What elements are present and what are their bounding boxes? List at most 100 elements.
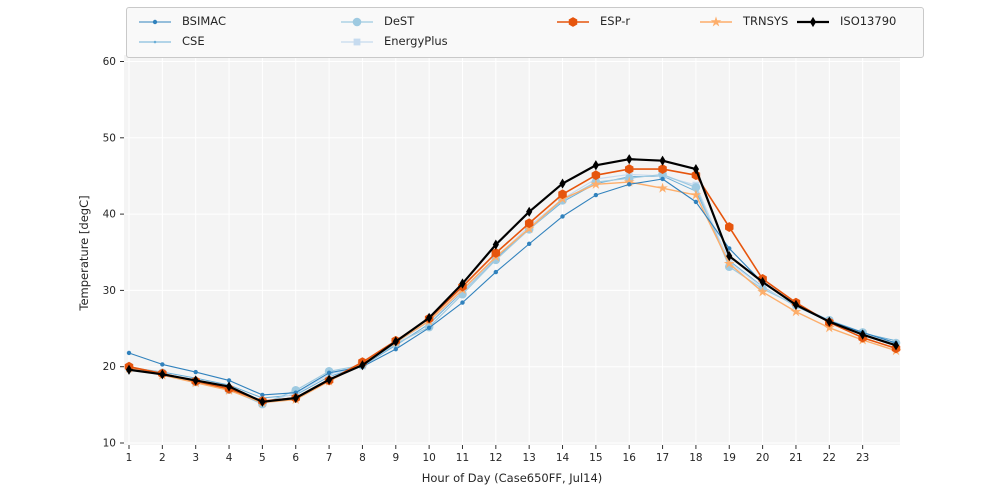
x-tick-label: 8 [359, 452, 366, 464]
legend-label: ISO13790 [840, 14, 897, 29]
series-marker-ISO13790 [292, 392, 299, 404]
series-marker-BSIMAC [526, 241, 532, 247]
legend-item-esp-r: ESP-r [555, 15, 698, 29]
legend-label: BSIMAC [182, 14, 226, 29]
y-tick-label: 60 [103, 56, 116, 68]
series-marker-ISO13790 [559, 178, 566, 189]
series-marker-BSIMAC [226, 378, 232, 383]
series-marker-TRNSYS [790, 306, 802, 317]
dest-line-marker-icon [341, 17, 373, 27]
x-tick-label: 9 [392, 452, 399, 464]
series-ISO13790 [125, 154, 900, 407]
series-marker-TRNSYS [657, 182, 668, 193]
series-marker-BSIMAC [393, 346, 398, 352]
series-line-ISO13790 [128, 158, 897, 403]
series-marker-BSIMAC [727, 246, 732, 251]
legend-marker-glyph [152, 19, 158, 25]
series-marker-BSIMAC [493, 269, 499, 275]
series-marker-BSIMAC [627, 182, 632, 187]
x-tick-label: 5 [259, 452, 266, 464]
series-marker-ISO13790 [492, 239, 499, 250]
series-marker-ISO13790 [759, 276, 766, 288]
series-marker-ISO13790 [726, 250, 733, 262]
series-marker-ISO13790 [692, 163, 700, 175]
series-marker-ISO13790 [659, 155, 666, 166]
series-marker-TRNSYS [623, 176, 635, 187]
y-tick-label: 30 [103, 285, 116, 297]
series-line-DeST [128, 173, 897, 405]
x-tick-label: 1 [126, 452, 133, 464]
series-marker-ISO13790 [426, 312, 433, 323]
x-tick-label: 6 [292, 452, 299, 464]
series-marker-ISO13790 [792, 299, 800, 310]
series-marker-BSIMAC [460, 300, 465, 305]
x-tick-label: 2 [159, 452, 166, 464]
x-tick-label: 20 [756, 452, 769, 464]
x-tick-label: 3 [192, 452, 199, 464]
series-marker-ISO13790 [192, 375, 199, 386]
x-tick-label: 15 [589, 452, 602, 464]
series-marker-ISO13790 [826, 316, 833, 327]
series-marker-ISO13790 [392, 336, 399, 347]
chart-legend: BSIMAC CSE DeST EnergyPlus ESP-r TRNSYS … [126, 7, 924, 58]
series-line-TRNSYS [128, 181, 897, 404]
x-tick-label: 11 [456, 452, 469, 464]
series-marker-BSIMAC [693, 199, 699, 205]
legend-marker-glyph [710, 16, 722, 27]
x-tick-label: 7 [326, 452, 333, 464]
x-tick-label: 23 [856, 452, 869, 464]
legend-item-bsimac: BSIMAC [137, 15, 339, 29]
x-tick-label: 13 [522, 452, 535, 464]
legend-marker-glyph [568, 17, 578, 27]
series-marker-ISO13790 [859, 329, 866, 340]
series-marker-ESP-r [491, 248, 501, 258]
legend-marker-glyph [353, 38, 361, 46]
series-marker-ESP-r [524, 218, 534, 229]
series-marker-ISO13790 [459, 278, 466, 289]
series-marker-BSIMAC [560, 214, 565, 219]
x-tick-label: 12 [489, 452, 502, 464]
series-marker-BSIMAC [260, 392, 265, 398]
series-marker-ESP-r [658, 164, 667, 174]
series-marker-ISO13790 [626, 154, 633, 165]
legend-marker-glyph [153, 40, 157, 44]
series-marker-ISO13790 [125, 364, 133, 375]
series-marker-ISO13790 [159, 369, 166, 380]
series-marker-TRNSYS [690, 189, 702, 200]
legend-label: DeST [384, 14, 415, 29]
series-marker-BSIMAC [426, 325, 432, 330]
series-marker-BSIMAC [160, 362, 165, 367]
series-marker-ISO13790 [225, 381, 233, 392]
legend-label: EnergyPlus [384, 34, 448, 49]
bsimac-line-marker-icon [139, 19, 171, 25]
series-marker-TRNSYS [757, 286, 768, 297]
legend-label: CSE [182, 34, 205, 49]
x-tick-label: 10 [422, 452, 435, 464]
x-tick-label: 17 [656, 452, 669, 464]
x-tick-label: 19 [723, 452, 736, 464]
x-tick-label: 16 [623, 452, 637, 464]
series-marker-ESP-r [725, 222, 734, 232]
series-marker-ISO13790 [359, 360, 366, 371]
series-marker-ISO13790 [526, 206, 533, 217]
legend-label: ESP-r [600, 14, 631, 29]
legend-item-energyplus: EnergyPlus [339, 35, 555, 49]
legend-item-trnsys: TRNSYS [698, 15, 795, 29]
series-marker-DeST [691, 183, 701, 192]
series-marker-BSIMAC [593, 192, 599, 198]
y-tick-label: 10 [103, 438, 116, 450]
series-marker-ESP-r [558, 189, 567, 200]
series-marker-BSIMAC [326, 370, 332, 376]
series-marker-ISO13790 [259, 396, 266, 407]
iso13790-line-marker-icon [797, 16, 829, 28]
trnsys-line-marker-icon [700, 16, 732, 27]
legend-marker-glyph [352, 17, 362, 27]
series-marker-ISO13790 [325, 374, 333, 385]
series-marker-BSIMAC [193, 369, 198, 375]
series-marker-BSIMAC [126, 350, 132, 356]
legend-item-cse: CSE [137, 35, 339, 49]
y-tick-label: 40 [103, 209, 116, 221]
cse-line-marker-icon [139, 40, 171, 44]
